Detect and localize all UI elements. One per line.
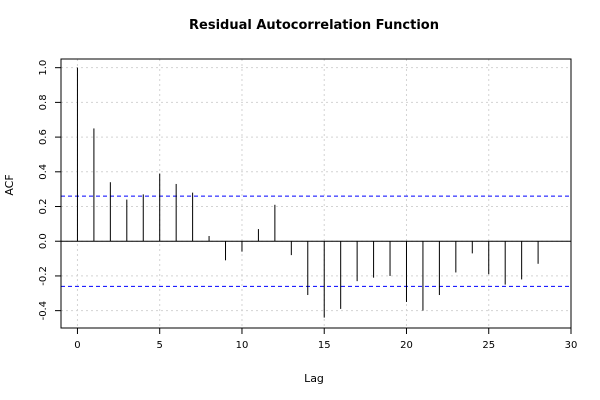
x-tick-label: 10 <box>236 340 249 351</box>
y-axis-label: ACF <box>3 174 16 195</box>
y-tick-label: -0.4 <box>38 301 49 321</box>
grid-lines <box>61 59 572 328</box>
x-tick-label: 15 <box>318 340 331 351</box>
acf-bars <box>76 67 539 318</box>
y-tick-label: 1.0 <box>38 60 49 76</box>
chart-title: Residual Autocorrelation Function <box>189 18 439 33</box>
x-tick-label: 25 <box>482 340 495 351</box>
x-tick-label: 0 <box>74 340 80 351</box>
y-tick-label: 0.2 <box>38 199 49 215</box>
plot-frame <box>60 58 572 329</box>
y-tick-label: 0.0 <box>38 233 49 249</box>
y-tick-label: 0.8 <box>38 94 49 110</box>
y-tick-label: 0.6 <box>38 129 49 145</box>
x-axis-label: Lag <box>304 372 324 385</box>
x-tick-label: 5 <box>157 340 163 351</box>
x-tick-label: 30 <box>565 340 578 351</box>
y-tick-label: 0.4 <box>38 164 49 180</box>
x-tick-label: 20 <box>400 340 413 351</box>
y-axis: -0.4 -0.2 0.0 0.2 0.4 0.6 0.8 1.0 <box>38 60 62 321</box>
y-tick-label: -0.2 <box>38 266 49 286</box>
x-axis: 0 5 10 15 20 25 30 <box>74 327 578 351</box>
confidence-bands <box>61 195 571 287</box>
